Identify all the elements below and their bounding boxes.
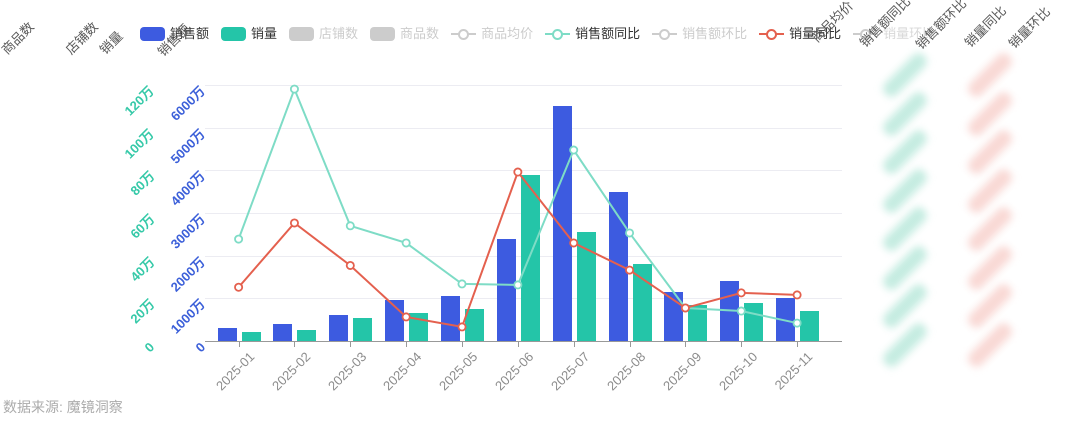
marker-volume-yoy[interactable] <box>513 167 523 177</box>
grid-line <box>205 85 842 86</box>
bar-volume[interactable] <box>465 309 484 341</box>
legend-ring-icon <box>552 28 564 40</box>
x-axis-tick <box>573 342 575 347</box>
marker-volume-yoy[interactable] <box>569 238 579 248</box>
bar-sales[interactable] <box>273 323 293 341</box>
x-axis-tick <box>406 342 408 347</box>
legend-swatch-icon <box>370 27 396 41</box>
line-volume-yoy <box>237 170 798 329</box>
marker-volume-yoy[interactable] <box>680 303 690 313</box>
bar-volume[interactable] <box>241 332 261 341</box>
legend-item-label: 销量环比 <box>883 26 936 41</box>
marker-volume-yoy[interactable] <box>736 288 746 298</box>
legend-item-label: 商品均价 <box>481 26 534 41</box>
legend-item-label: 销售额同比 <box>575 26 641 41</box>
legend-line-icon <box>759 27 785 41</box>
legend-item-sales-yoy[interactable]: 销售额同比 <box>545 26 640 42</box>
marker-volume-yoy[interactable] <box>234 282 244 292</box>
x-axis-tick <box>685 342 687 347</box>
bar-volume[interactable] <box>353 317 373 341</box>
marker-sales-yoy[interactable] <box>513 280 523 290</box>
bar-sales[interactable] <box>329 315 349 341</box>
bar-volume[interactable] <box>576 232 596 341</box>
bar-volume[interactable] <box>800 311 820 341</box>
legend-item-shops[interactable]: 店铺数 <box>289 26 358 42</box>
legend-item-products[interactable]: 商品数 <box>370 26 439 42</box>
legend-item-volume-yoy[interactable]: 销量同比 <box>759 26 841 42</box>
chart-legend: 销售额 销量 店铺数 商品数 商品均价 销售额同比 销售额环比 销量同比 销量环比 <box>140 26 935 42</box>
marker-sales-yoy[interactable] <box>234 234 244 244</box>
legend-swatch-icon <box>140 27 165 41</box>
legend-ring-icon <box>659 28 671 40</box>
legend-item-sales[interactable]: 销售额 <box>140 26 209 42</box>
marker-sales-yoy[interactable] <box>401 238 411 248</box>
marker-volume-yoy[interactable] <box>401 312 411 322</box>
bar-volume[interactable] <box>297 330 317 341</box>
bar-volume[interactable] <box>632 264 652 341</box>
marker-volume-yoy[interactable] <box>345 260 355 270</box>
x-axis-tick <box>294 342 296 347</box>
marker-volume-yoy[interactable] <box>289 218 299 228</box>
marker-sales-yoy[interactable] <box>345 221 355 231</box>
legend-item-label: 销售额 <box>170 26 210 41</box>
x-axis-tick <box>350 342 352 347</box>
marker-sales-yoy[interactable] <box>625 228 635 238</box>
legend-swatch-icon <box>221 27 247 41</box>
bar-sales[interactable] <box>217 328 237 341</box>
x-axis-tick <box>238 342 240 347</box>
marker-volume-yoy[interactable] <box>625 265 635 275</box>
x-axis-tick <box>629 342 631 347</box>
legend-line-icon <box>652 27 678 41</box>
x-axis-tick <box>462 342 463 347</box>
legend-ring-icon <box>860 28 872 40</box>
source-note: 数据来源: 魔镜洞察 <box>3 399 123 415</box>
marker-sales-yoy[interactable] <box>289 84 299 94</box>
marker-sales-yoy[interactable] <box>457 279 467 289</box>
legend-item-label: 商品数 <box>400 26 440 41</box>
grid-line <box>205 127 842 129</box>
marker-volume-yoy[interactable] <box>457 322 467 332</box>
legend-item-volume[interactable]: 销量 <box>221 26 277 42</box>
x-axis-tick <box>741 342 743 347</box>
legend-line-icon <box>545 27 571 41</box>
legend-item-label: 销售额环比 <box>682 26 748 41</box>
legend-item-label: 店铺数 <box>319 26 359 41</box>
bar-volume[interactable] <box>520 174 540 341</box>
marker-sales-yoy[interactable] <box>569 145 579 155</box>
x-axis-tick <box>517 342 519 347</box>
marker-volume-yoy[interactable] <box>792 290 802 300</box>
bar-volume[interactable] <box>688 304 708 341</box>
x-axis-tick <box>797 342 799 347</box>
bar-sales[interactable] <box>441 296 460 341</box>
legend-swatch-icon <box>289 27 315 41</box>
legend-line-icon <box>451 27 477 41</box>
bar-sales[interactable] <box>496 238 516 341</box>
marker-sales-yoy[interactable] <box>792 318 802 328</box>
bar-sales[interactable] <box>608 191 628 341</box>
legend-item-label: 销量同比 <box>789 26 842 41</box>
x-axis-line <box>205 341 842 342</box>
legend-line-icon <box>853 27 879 41</box>
legend-item-label: 销量 <box>251 26 278 41</box>
grid-line <box>205 170 842 172</box>
marker-sales-yoy[interactable] <box>736 306 746 316</box>
legend-item-volume-mom[interactable]: 销量环比 <box>853 26 935 42</box>
legend-ring-icon <box>766 28 778 40</box>
legend-item-sales-mom[interactable]: 销售额环比 <box>652 26 747 42</box>
legend-ring-icon <box>458 28 470 40</box>
legend-item-avg-price[interactable]: 商品均价 <box>451 26 533 42</box>
